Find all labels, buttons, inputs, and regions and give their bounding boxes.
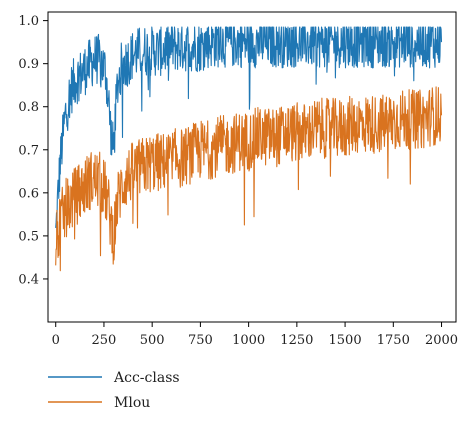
x-tick-label: 1750: [377, 333, 410, 348]
x-tick-label: 500: [140, 333, 165, 348]
series-line-mlou: [55, 86, 443, 272]
axes: 0 250 500 750 1000 1250 1500 1750 2000 0.4 0.5 0.6 0…: [18, 14, 458, 348]
y-tick-label: 1.0: [18, 14, 39, 29]
plot-area: [47, 11, 457, 323]
y-tick-label: 0.6: [18, 186, 39, 201]
x-tick-label: 1000: [232, 333, 265, 348]
series-layer: [55, 26, 443, 272]
y-tick-label: 0.5: [18, 229, 39, 244]
y-tick-label: 0.9: [18, 57, 39, 72]
plot-frame: [47, 11, 457, 323]
legend: Acc-class Mlou: [48, 370, 180, 411]
x-tick-label: 0: [52, 333, 60, 348]
y-tick-label: 0.4: [18, 272, 39, 287]
y-tick-label: 0.8: [18, 100, 39, 115]
legend-label-acc-class: Acc-class: [113, 370, 180, 386]
series-line-acc-class: [55, 26, 443, 233]
x-tick-label: 2000: [425, 333, 458, 348]
y-tick-label: 0.7: [18, 143, 39, 158]
legend-label-mlou: Mlou: [114, 395, 150, 411]
x-tick-label: 1500: [329, 333, 362, 348]
x-tick-label: 750: [188, 333, 213, 348]
x-tick-label: 1250: [280, 333, 313, 348]
x-tick-label: 250: [92, 333, 117, 348]
